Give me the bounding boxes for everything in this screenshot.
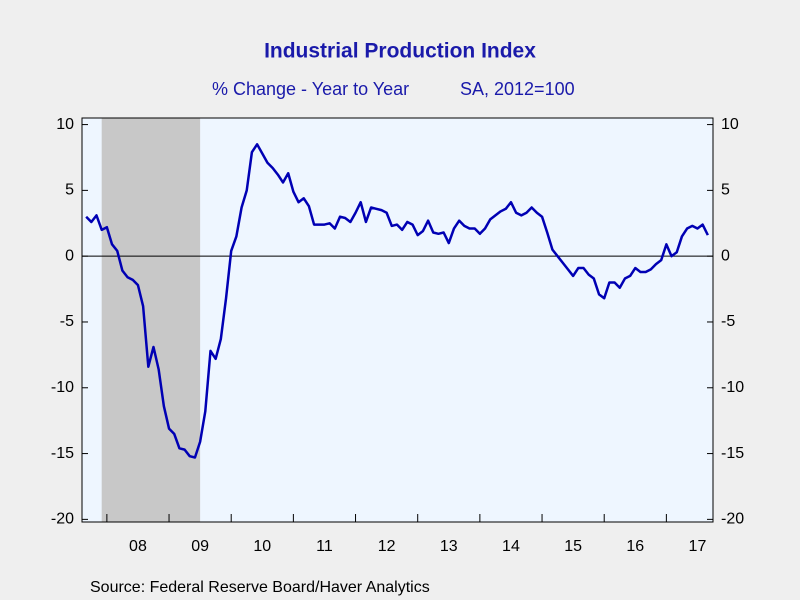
chart-title: Industrial Production Index (264, 40, 536, 63)
x-tick-label: 15 (564, 538, 582, 555)
y-tick-label: -10 (51, 379, 74, 396)
y2-tick-label: -15 (721, 445, 744, 462)
y-tick-label: -5 (60, 313, 74, 330)
y2-tick-label: 5 (721, 182, 730, 199)
y2-tick-label: 0 (721, 247, 730, 264)
x-tick-label: 12 (378, 538, 396, 555)
source-note: Source: Federal Reserve Board/Haver Anal… (90, 579, 430, 596)
y-tick-label: 5 (65, 182, 74, 199)
series-line (85, 143, 709, 459)
x-tick-label: 10 (253, 538, 271, 555)
x-tick-label: 08 (129, 538, 147, 555)
chart-subtitle-right: SA, 2012=100 (460, 79, 575, 99)
chart-subtitle: % Change - Year to Year (212, 79, 409, 99)
x-tick-label: 16 (626, 538, 644, 555)
x-tick-label: 13 (440, 538, 458, 555)
x-tick-label: 11 (316, 538, 333, 555)
y2-tick-label: -10 (721, 379, 744, 396)
y-tick-label: -20 (51, 511, 74, 528)
y-tick-label: -15 (51, 445, 74, 462)
x-tick-label: 14 (502, 538, 520, 555)
recession-shade (101, 118, 201, 522)
x-tick-label: 17 (689, 538, 707, 555)
y2-tick-label: 10 (721, 116, 739, 133)
y-tick-label: 10 (56, 116, 74, 133)
x-tick-label: 09 (191, 538, 209, 555)
plot-frame (81, 117, 714, 523)
y2-tick-label: -5 (721, 313, 735, 330)
y2-tick-label: -20 (721, 511, 744, 528)
y-tick-label: 0 (65, 247, 74, 264)
